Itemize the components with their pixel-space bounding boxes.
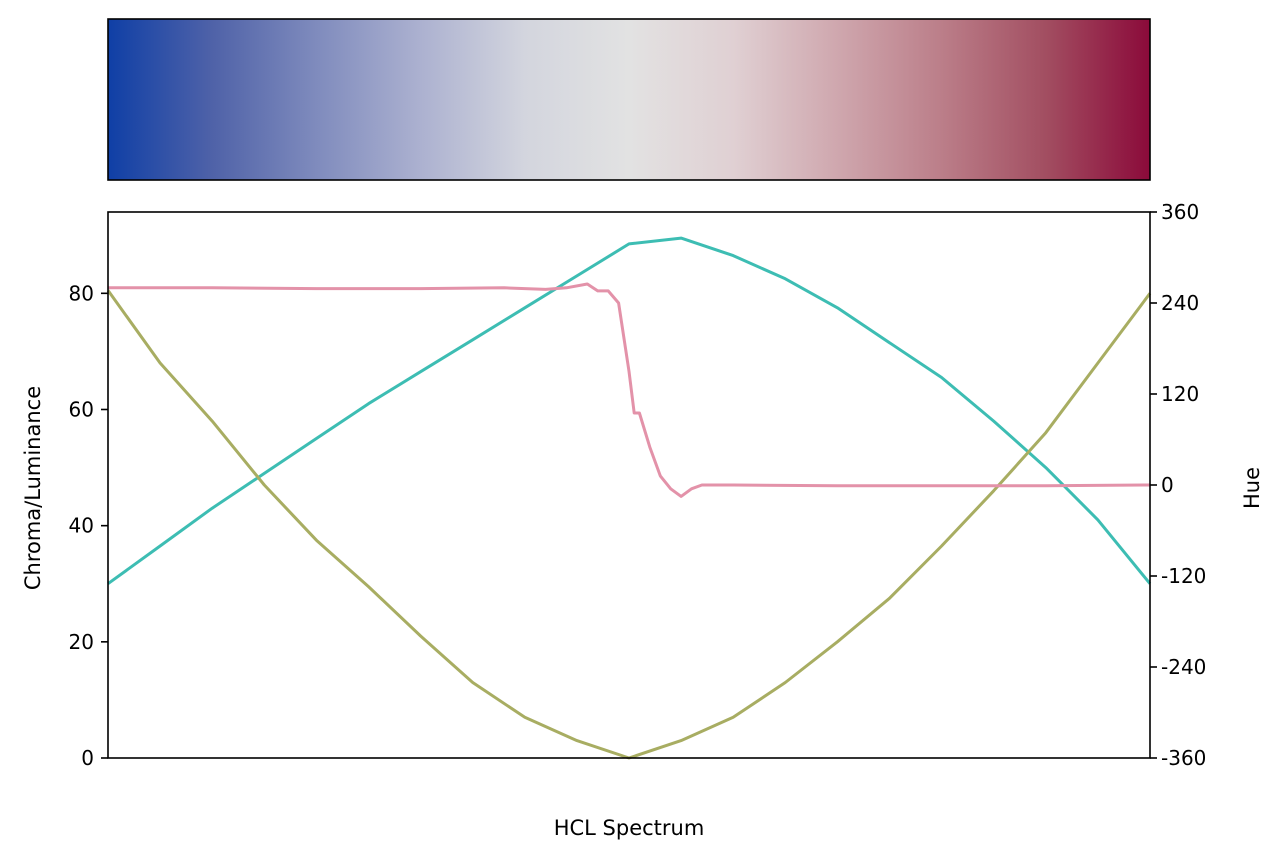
- right-y-tick-label: 120: [1161, 382, 1199, 406]
- left-y-tick-label: 0: [81, 746, 94, 770]
- right-y-tick-label: -120: [1161, 564, 1206, 588]
- left-y-tick-label: 80: [69, 281, 94, 305]
- colorbar: [107, 18, 1151, 181]
- left-y-tick-label: 40: [69, 514, 94, 538]
- left-y-axis-label: Chroma/Luminance: [21, 386, 45, 590]
- left-y-axis: 0 20 40 60 80: [69, 281, 108, 770]
- chroma-line: [106, 289, 1152, 760]
- right-y-axis: -360 -240 -120 0 120 240 360: [1150, 200, 1206, 770]
- left-y-tick-label: 60: [69, 397, 94, 421]
- right-y-tick-label: -240: [1161, 655, 1206, 679]
- x-axis-label: HCL Spectrum: [554, 816, 705, 840]
- hue-line: [108, 282, 1151, 498]
- luminance-line: [107, 236, 1152, 585]
- plot-area: [106, 211, 1152, 760]
- right-y-tick-label: 0: [1161, 473, 1174, 497]
- series-layer: [106, 236, 1152, 760]
- right-y-tick-label: 360: [1161, 200, 1199, 224]
- left-y-tick-label: 20: [69, 630, 94, 654]
- right-y-tick-label: 240: [1161, 291, 1199, 315]
- right-y-tick-label: -360: [1161, 746, 1206, 770]
- right-y-axis-label: Hue: [1240, 467, 1264, 509]
